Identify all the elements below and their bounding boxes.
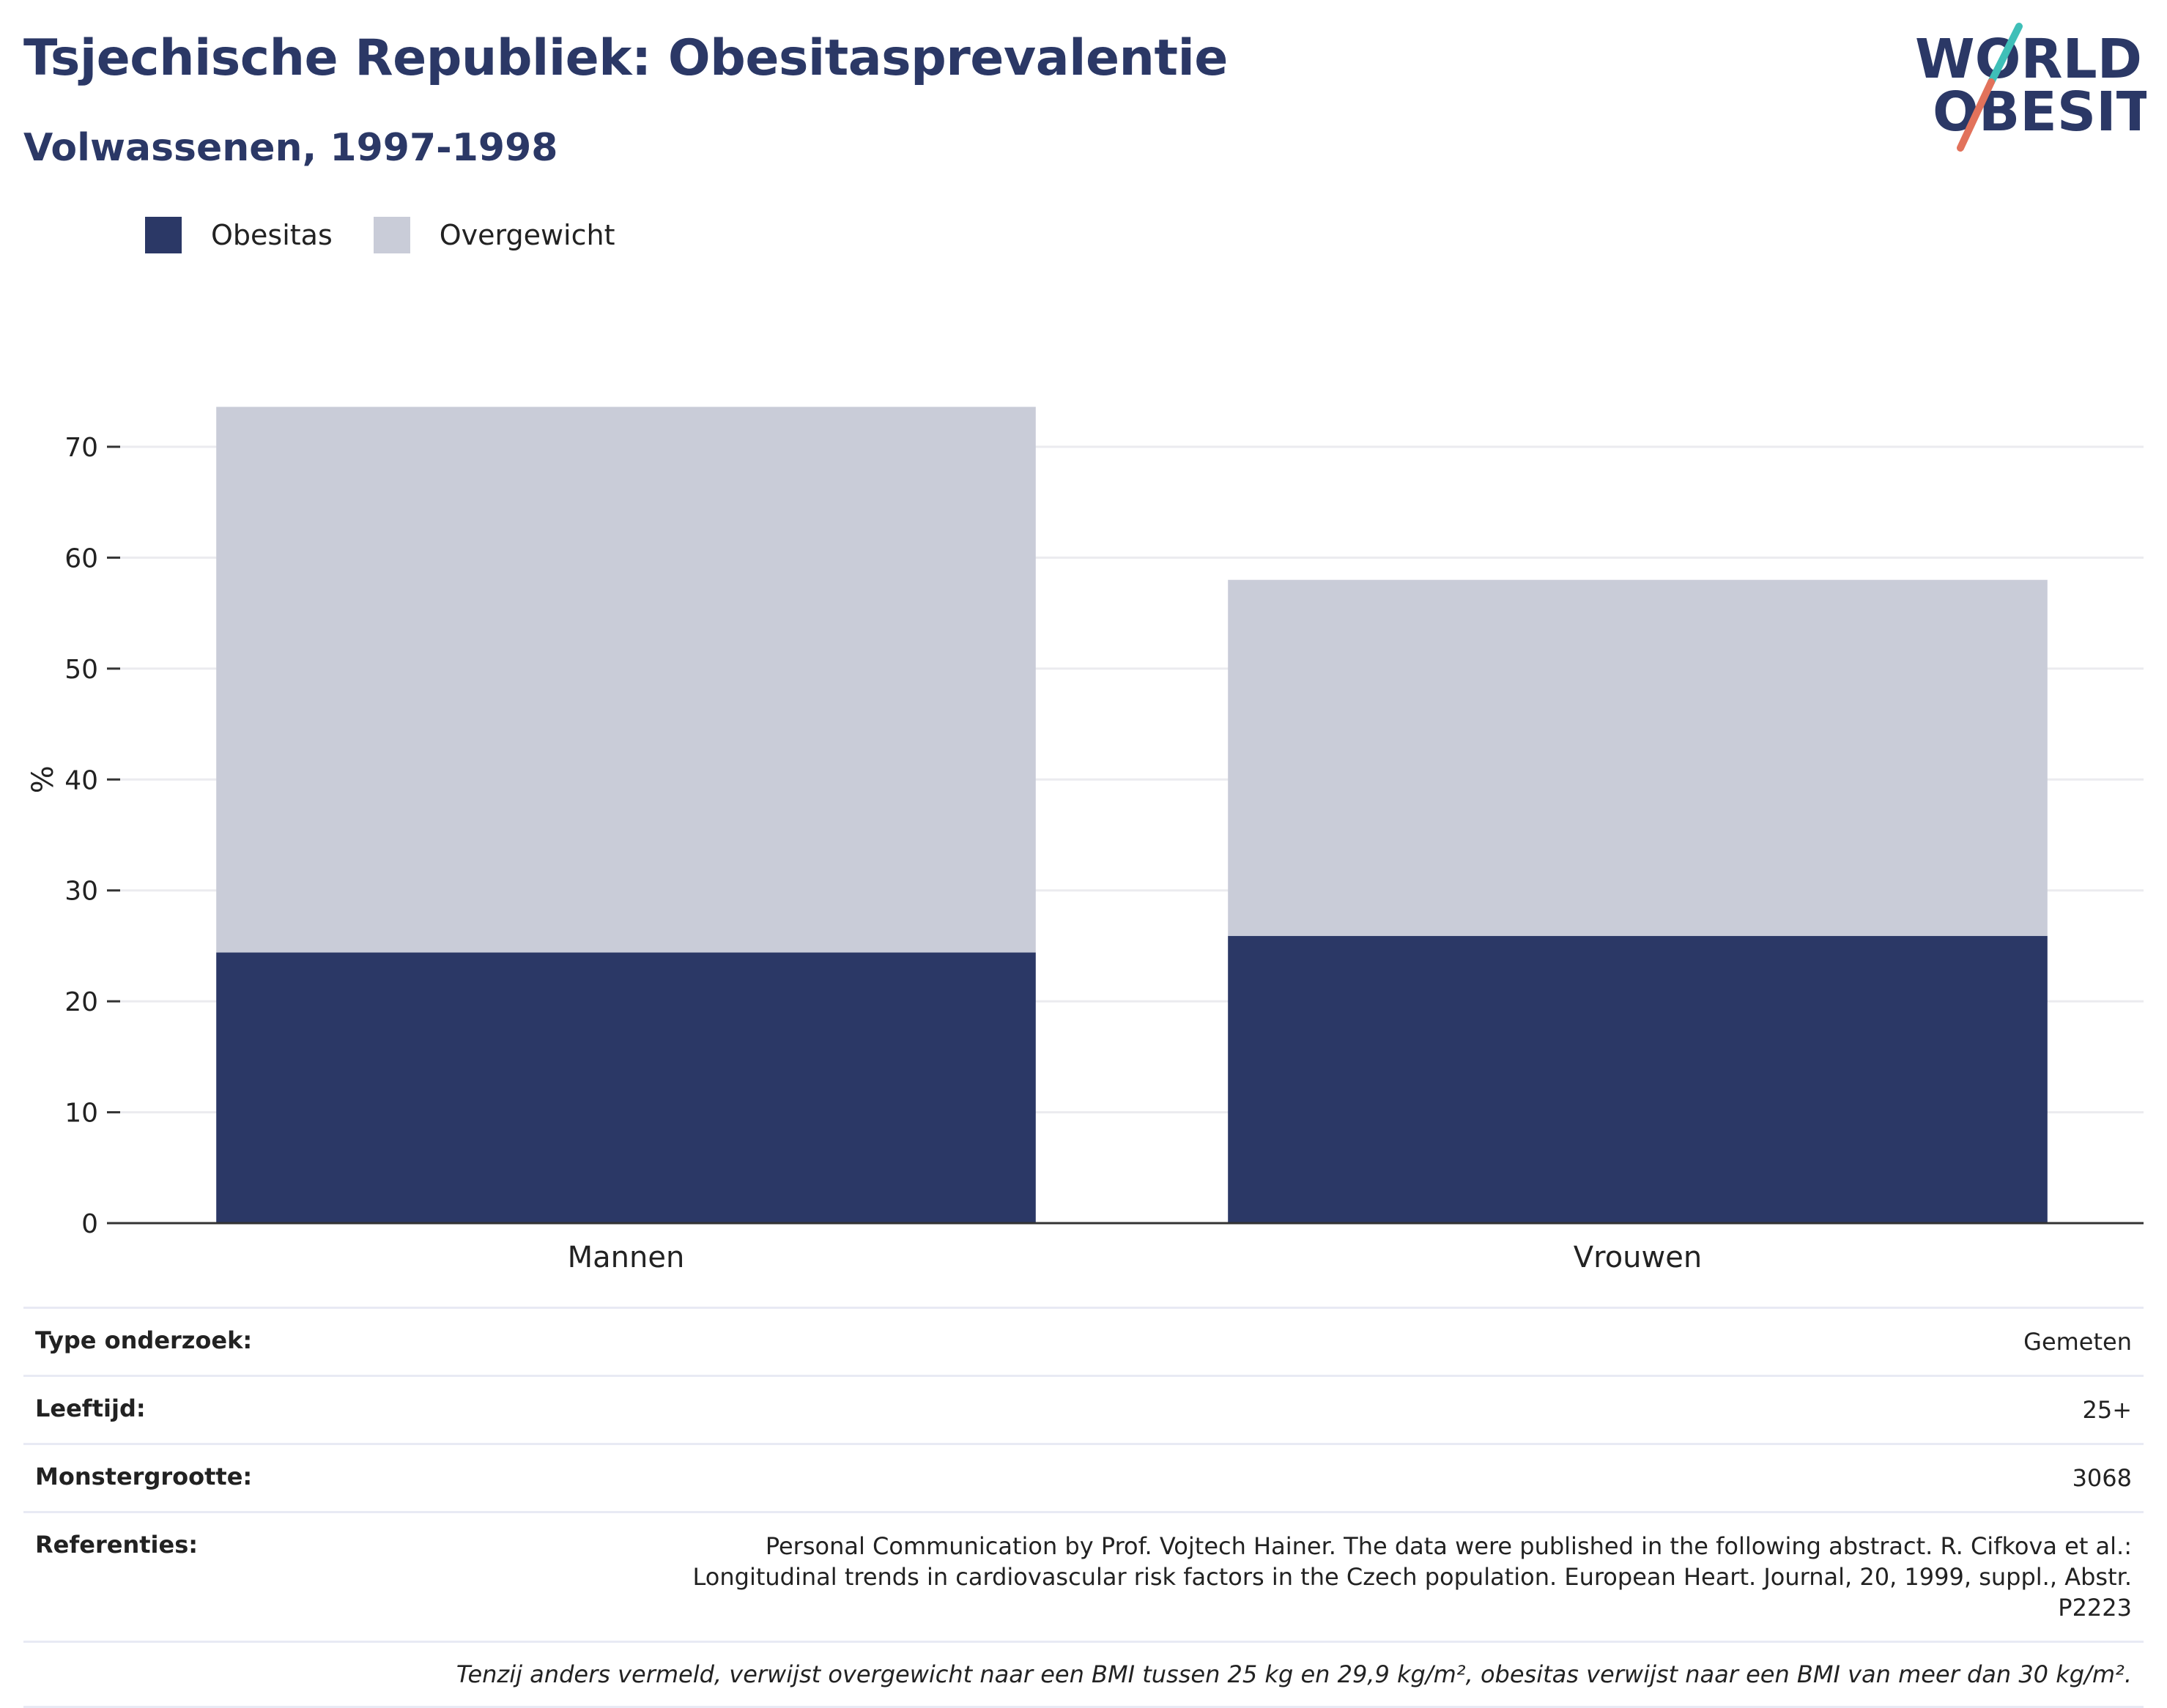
chart-subtitle: Volwassenen, 1997-1998 (23, 126, 558, 170)
info-key: Referenties: (35, 1531, 199, 1559)
y-axis-label: % (26, 765, 60, 793)
info-value: Gemeten (2023, 1328, 2132, 1356)
logo-line-1: WORLD (1915, 28, 2142, 91)
y-tick-label: 30 (64, 877, 98, 907)
bar-overgewicht-vrouwen (1228, 579, 2048, 936)
info-row-references: Referenties: Personal Communication by P… (23, 1511, 2144, 1641)
legend-label-obesitas: Obesitas (211, 219, 333, 251)
chart-title: Tsjechische Republiek: Obesitasprevalent… (23, 29, 1228, 87)
info-row-age: Leeftijd: 25+ (23, 1375, 2144, 1443)
y-tick-label: 10 (64, 1099, 98, 1129)
x-tick-label: Vrouwen (1574, 1241, 1702, 1274)
y-tick-label: 20 (64, 987, 98, 1017)
logo-slash-top (1988, 23, 2023, 86)
x-tick-label: Mannen (568, 1241, 685, 1274)
info-row-survey-type: Type onderzoek: Gemeten (23, 1307, 2144, 1375)
info-table: Type onderzoek: Gemeten Leeftijd: 25+ Mo… (23, 1307, 2144, 1708)
info-value: Personal Communication by Prof. Vojtech … (692, 1532, 2132, 1622)
bar-obesitas-mannen (216, 952, 1036, 1223)
logo-slash-bottom (1957, 78, 1995, 152)
bar-obesitas-vrouwen (1228, 935, 2048, 1223)
bar-overgewicht-mannen (216, 406, 1036, 953)
y-tick-label: 0 (81, 1209, 98, 1239)
chart-legend: Obesitas Overgewicht (145, 217, 656, 253)
info-key: Type onderzoek: (35, 1326, 253, 1354)
definition-note: Tenzij anders vermeld, verwijst overgewi… (23, 1641, 2144, 1708)
legend-label-overgewicht: Overgewicht (439, 219, 615, 251)
legend-item-overgewicht[interactable]: Overgewicht (373, 217, 615, 253)
y-tick-label: 40 (64, 765, 98, 795)
y-tick-label: 70 (64, 433, 98, 463)
info-value: 25+ (2082, 1396, 2132, 1424)
y-tick-label: 60 (64, 543, 98, 573)
info-value: 3068 (2072, 1464, 2132, 1492)
y-tick-label: 50 (64, 655, 98, 685)
world-obesity-logo: WORLD OBESITY (1915, 23, 2146, 152)
info-row-sample-size: Monstergrootte: 3068 (23, 1443, 2144, 1511)
info-key: Monstergrootte: (35, 1463, 253, 1490)
legend-swatch-overgewicht (373, 217, 410, 253)
legend-swatch-obesitas (145, 217, 182, 253)
info-key: Leeftijd: (35, 1395, 146, 1422)
bar-chart: 0 10 20 30 40 50 60 70% Mannen Vrouwen (26, 406, 2144, 1274)
legend-item-obesitas[interactable]: Obesitas (145, 217, 333, 253)
